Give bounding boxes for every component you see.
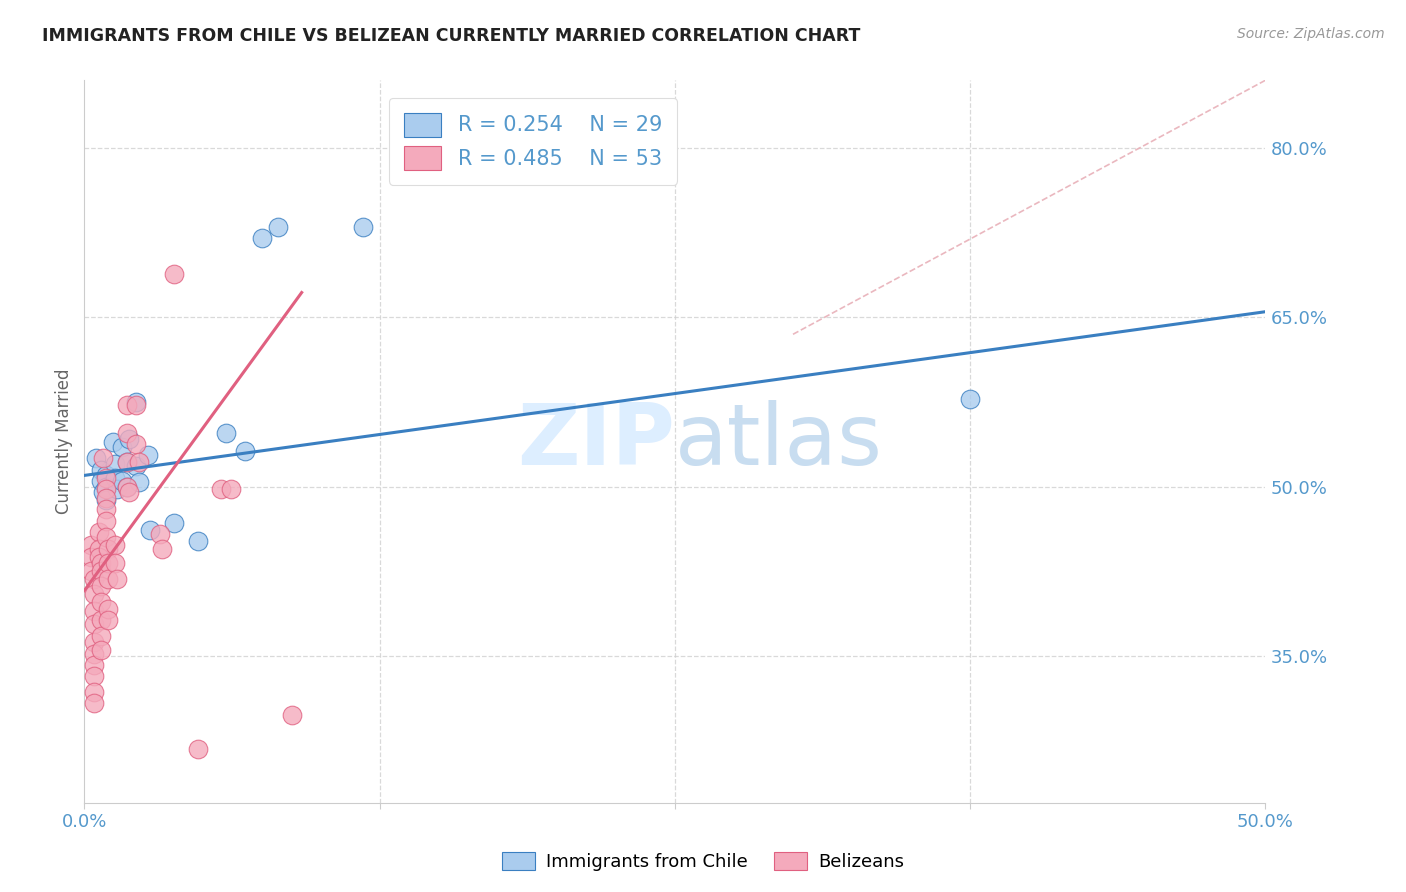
Point (115, 480, 138, 494)
Point (90, 595, 112, 609)
Point (104, 557, 127, 571)
Point (94, 493, 117, 508)
Point (90, 629, 112, 643)
Text: Source: ZipAtlas.com: Source: ZipAtlas.com (1237, 27, 1385, 41)
Point (80, 565, 103, 579)
Point (90, 613, 112, 627)
Point (97, 557, 120, 571)
Point (104, 457, 127, 471)
Point (187, 741, 209, 756)
Point (107, 572, 129, 586)
Point (115, 480, 138, 494)
Point (94, 502, 117, 516)
Point (94, 480, 117, 494)
Point (125, 395, 148, 409)
Point (83, 572, 105, 586)
Point (87, 541, 110, 556)
Point (187, 533, 209, 548)
Point (83, 604, 105, 618)
Point (139, 523, 162, 537)
Point (107, 482, 129, 496)
Text: IMMIGRANTS FROM CHILE VS BELIZEAN CURRENTLY MARRIED CORRELATION CHART: IMMIGRANTS FROM CHILE VS BELIZEAN CURREN… (42, 27, 860, 45)
Point (83, 658, 105, 673)
Point (97, 541, 120, 556)
Point (97, 601, 120, 615)
Point (83, 697, 105, 711)
Point (352, 220, 374, 235)
Point (115, 455, 138, 469)
Point (83, 587, 105, 601)
Point (219, 482, 242, 496)
Point (94, 482, 117, 496)
Point (281, 707, 304, 722)
Y-axis label: Currently Married: Currently Married (55, 368, 73, 515)
Point (125, 437, 148, 451)
Point (83, 635, 105, 649)
Text: ZIP: ZIP (517, 400, 675, 483)
Point (215, 425, 238, 440)
Point (87, 549, 110, 564)
Point (83, 647, 105, 661)
Point (90, 463, 112, 477)
Point (97, 572, 120, 586)
Point (94, 491, 117, 505)
Point (83, 617, 105, 632)
Point (94, 468, 117, 483)
Point (97, 613, 120, 627)
Point (90, 474, 112, 488)
Point (118, 485, 141, 500)
Point (267, 220, 290, 235)
Point (91, 485, 114, 500)
Point (91, 451, 114, 466)
Point (104, 538, 127, 552)
Point (80, 538, 103, 552)
Legend: R = 0.254    N = 29, R = 0.485    N = 53: R = 0.254 N = 29, R = 0.485 N = 53 (389, 98, 678, 185)
Point (90, 557, 112, 571)
Point (959, 392, 981, 406)
Point (83, 669, 105, 683)
Point (104, 470, 127, 484)
Point (115, 455, 138, 469)
Point (94, 531, 117, 545)
Point (90, 565, 112, 579)
Point (149, 527, 172, 541)
Point (94, 514, 117, 528)
Point (90, 579, 112, 593)
Point (101, 434, 124, 449)
Point (83, 685, 105, 699)
Point (125, 398, 148, 412)
Point (87, 524, 110, 539)
Point (115, 398, 138, 412)
Point (163, 516, 186, 530)
Point (150, 541, 173, 556)
Point (115, 425, 138, 440)
Point (128, 455, 150, 469)
Point (94, 470, 117, 484)
Point (90, 643, 112, 657)
Point (84, 451, 107, 466)
Point (250, 231, 273, 245)
Point (125, 459, 148, 474)
Point (233, 443, 256, 458)
Point (209, 482, 232, 496)
Point (128, 475, 150, 490)
Point (80, 549, 103, 564)
Point (136, 448, 159, 462)
Text: atlas: atlas (675, 400, 883, 483)
Point (111, 440, 134, 454)
Point (111, 474, 134, 488)
Point (163, 268, 186, 282)
Point (118, 432, 141, 446)
Legend: Immigrants from Chile, Belizeans: Immigrants from Chile, Belizeans (495, 845, 911, 879)
